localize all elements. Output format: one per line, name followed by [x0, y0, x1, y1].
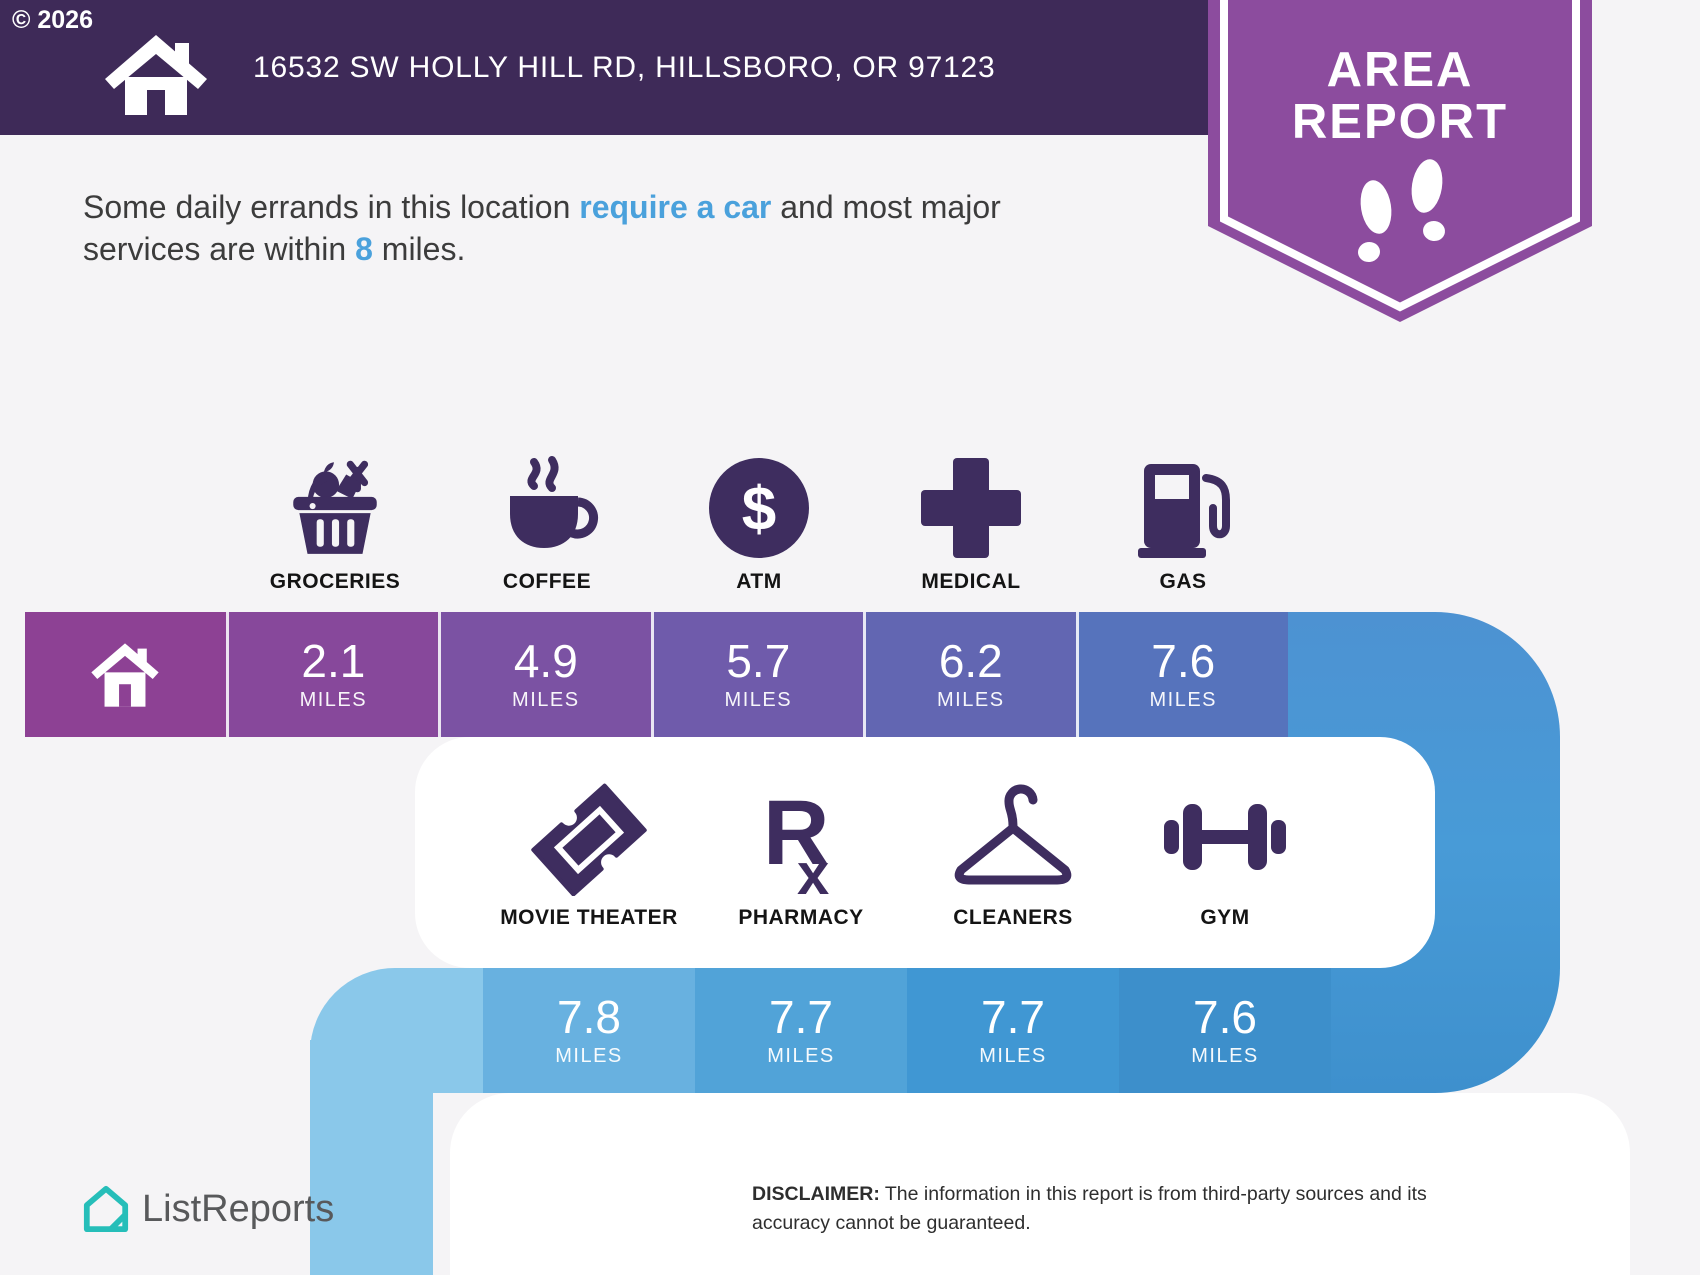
distance-bar-row2: 7.8 MILES 7.7 MILES 7.7 MILES 7.6 MILES — [483, 968, 1331, 1093]
column-gym: GYM — [1119, 778, 1331, 930]
column-medical: MEDICAL — [865, 440, 1077, 594]
column-coffee: COFFEE — [441, 440, 653, 594]
home-cell — [25, 612, 226, 737]
distance-cell-gym: 7.6 MILES — [1119, 968, 1331, 1093]
home-icon — [91, 642, 159, 707]
coffee-icon — [492, 440, 602, 560]
distance-bar-row1: 2.1 MILES 4.9 MILES 5.7 MILES 6.2 MILES 7.6 M… — [25, 612, 1289, 737]
footprints-icon — [1358, 159, 1445, 263]
dumbbell-icon — [1158, 778, 1292, 896]
svg-text:x: x — [797, 842, 829, 896]
svg-text:$: $ — [742, 475, 776, 544]
listreports-house-icon — [83, 1185, 129, 1233]
home-icon — [103, 35, 209, 115]
disclaimer-text: DISCLAIMER: The information in this repo… — [752, 1183, 1427, 1234]
svg-text:R: R — [763, 782, 829, 884]
column-label: MOVIE THEATER — [500, 906, 678, 929]
intro-text: Some daily errands in this location requ… — [83, 189, 1001, 267]
atm-icon: $ — [707, 440, 811, 560]
distance-cell-medical: 6.2 MILES — [863, 612, 1076, 737]
hanger-icon — [949, 778, 1077, 896]
gas-pump-icon — [1128, 440, 1238, 560]
listreports-logo: ListReports — [82, 1183, 334, 1235]
column-label: ATM — [736, 570, 782, 593]
column-atm: $ ATM — [653, 440, 865, 594]
column-label: MEDICAL — [921, 570, 1021, 593]
medical-cross-icon — [919, 440, 1023, 560]
column-movie-theater: MOVIE THEATER — [483, 778, 695, 930]
distance-cell-movie-theater: 7.8 MILES — [483, 968, 695, 1093]
header-bar — [0, 0, 1208, 135]
column-cleaners: CLEANERS — [907, 778, 1119, 930]
column-label: GYM — [1200, 906, 1250, 929]
column-label: PHARMACY — [738, 906, 864, 929]
intro-highlight-miles: 8 — [355, 231, 373, 267]
movie-ticket-icon — [529, 778, 649, 896]
column-label: COFFEE — [502, 570, 592, 593]
column-label: CLEANERS — [953, 906, 1073, 929]
pharmacy-rx-icon: R x — [749, 778, 853, 896]
copyright-text: © 2026 — [12, 6, 93, 34]
property-address: 16532 SW HOLLY HILL RD, HILLSBORO, OR 97… — [253, 50, 996, 84]
distance-cell-pharmacy: 7.7 MILES — [695, 968, 907, 1093]
distance-cell-coffee: 4.9 MILES — [438, 612, 651, 737]
column-gas: GAS — [1077, 440, 1289, 594]
column-label: GROCERIES — [269, 570, 401, 593]
groceries-icon — [279, 440, 391, 560]
distance-cell-cleaners: 7.7 MILES — [907, 968, 1119, 1093]
area-report-badge: AREA REPORT — [1208, 0, 1592, 324]
badge-title: AREA REPORT — [1291, 43, 1509, 149]
column-pharmacy: R x PHARMACY — [695, 778, 907, 930]
path-descender — [310, 1040, 433, 1275]
disclaimer-white-panel — [450, 1093, 1630, 1275]
column-label: GAS — [1159, 570, 1207, 593]
intro-highlight-car: require a car — [579, 189, 772, 225]
distance-cell-gas: 7.6 MILES — [1075, 612, 1289, 737]
column-groceries: GROCERIES — [229, 440, 441, 594]
listreports-logo-text: ListReports — [142, 1187, 335, 1230]
distance-cell-atm: 5.7 MILES — [650, 612, 864, 737]
distance-cell-groceries: 2.1 MILES — [225, 612, 439, 737]
